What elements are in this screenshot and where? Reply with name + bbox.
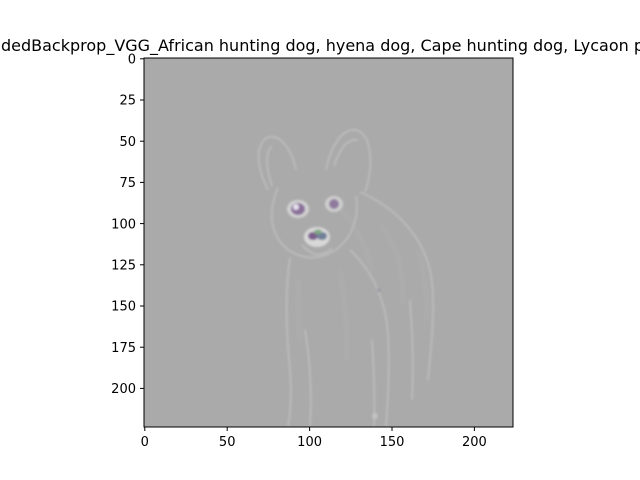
speck [372,413,378,419]
x-axis: 0 50 100 150 200 [141,427,487,450]
saliency-image [144,58,513,427]
y-tick-label: 25 [119,94,136,109]
x-tick-label: 50 [219,435,236,450]
dog-nose [304,227,330,247]
y-tick-label: 125 [111,259,136,274]
y-tick-label: 100 [111,217,136,232]
y-tick-label: 150 [111,300,136,315]
y-tick-label: 50 [119,135,136,150]
y-tick-label: 75 [119,176,136,191]
figure-title: GuidedBackprop_VGG_African hunting dog, … [0,36,640,56]
axes-frame [143,57,514,428]
y-tick-label: 0 [128,53,136,68]
x-tick-label: 200 [462,435,487,450]
y-tick-label: 200 [111,382,136,397]
y-axis: 0 25 50 75 100 125 150 175 200 [111,53,144,397]
y-tick-label: 175 [111,341,136,356]
x-tick-label: 100 [297,435,322,450]
x-tick-label: 0 [141,435,149,450]
dog-eyes [287,196,343,218]
image-background [144,58,513,427]
x-tick-label: 150 [380,435,405,450]
speck [377,288,381,292]
